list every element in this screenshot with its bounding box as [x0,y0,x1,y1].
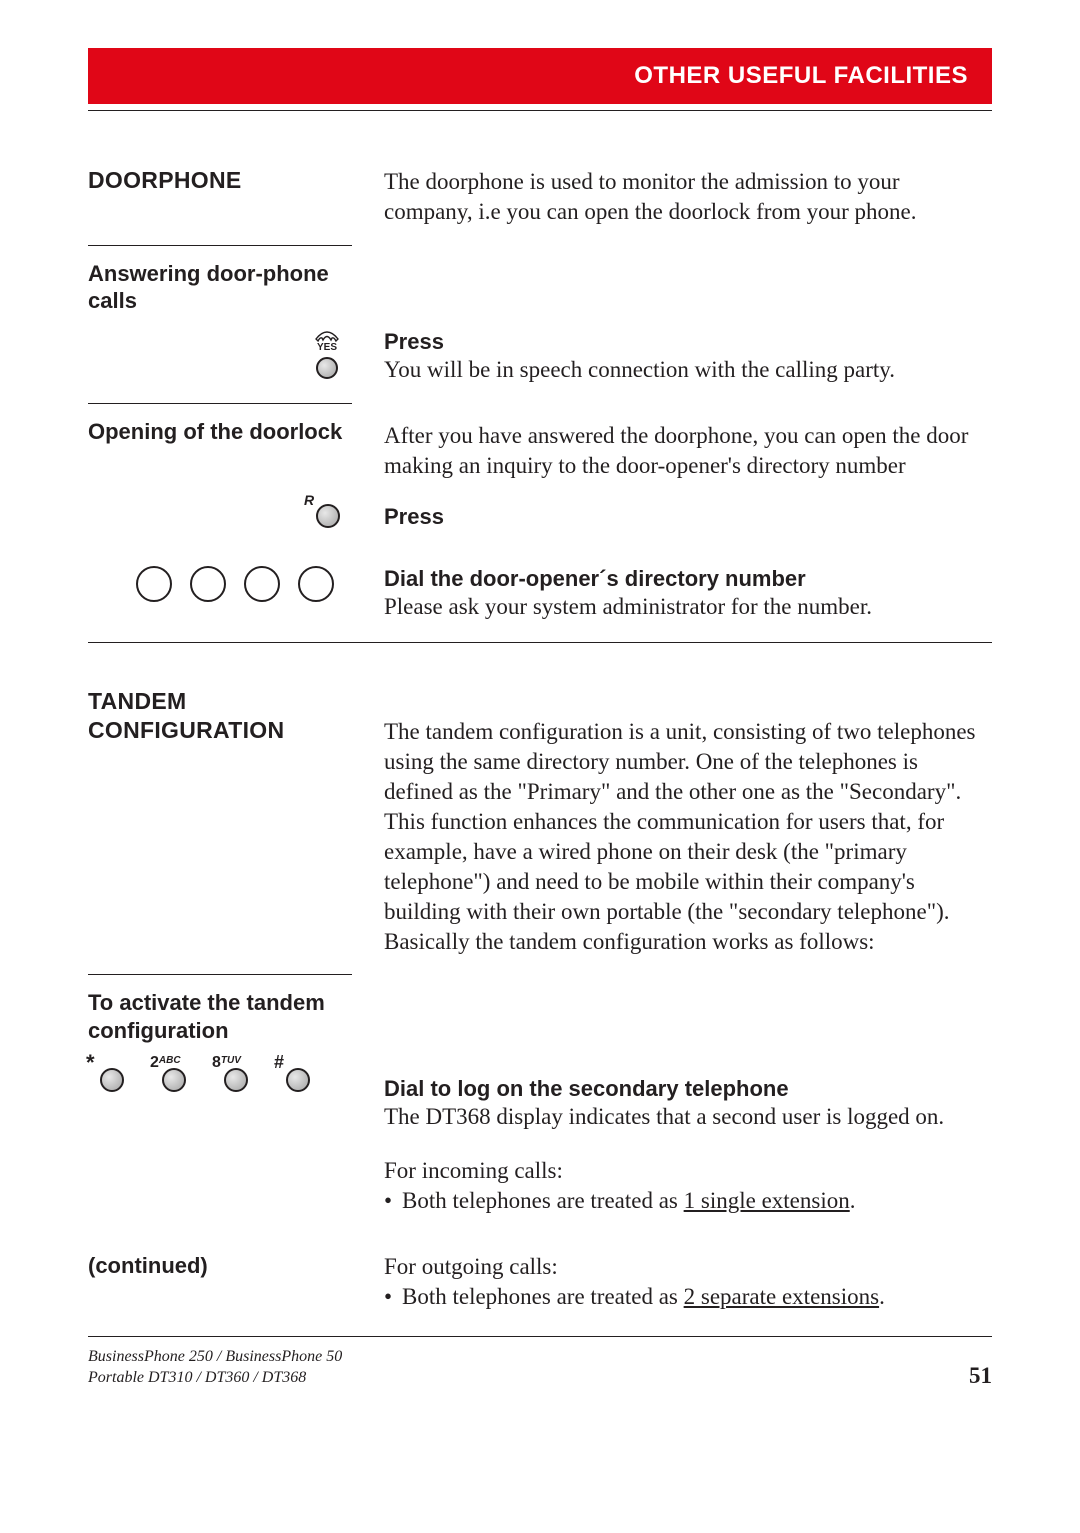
press-label-1: Press [384,329,992,355]
footer-left: BusinessPhone 250 / BusinessPhone 50 Por… [88,1347,342,1389]
press-label-2: Press [384,504,992,530]
key-button-icon [286,1068,310,1092]
answering-subhead: Answering door-phone calls [88,260,352,315]
footer: BusinessPhone 250 / BusinessPhone 50 Por… [88,1336,992,1389]
key-button-icon [162,1068,186,1092]
r-key: R [316,504,340,528]
dial-logon-title: Dial to log on the secondary telephone [384,1076,992,1102]
dial-dooropener-text: Please ask your system administrator for… [384,592,992,622]
footer-line-1: BusinessPhone 250 / BusinessPhone 50 [88,1347,342,1368]
incoming-label: For incoming calls: [384,1156,992,1186]
opening-text: After you have answered the doorphone, y… [384,421,992,481]
dial-dooropener-title: Dial the door-opener´s directory number [384,566,992,592]
answering-row: Answering door-phone calls YES [88,227,992,385]
empty-key-icon [136,566,172,602]
tandem-title: TANDEM CONFIGURATION [88,687,352,745]
r-label: R [304,492,314,508]
opening-row: Opening of the doorlock After you have a… [88,385,992,481]
outgoing-bullet: • Both telephones are treated as 2 separ… [384,1282,992,1312]
yes-label: YES [317,343,337,353]
page-number: 51 [969,1363,992,1389]
hash-key: # [286,1068,310,1092]
press-text-1: You will be in speech connection with th… [384,355,992,385]
empty-key-icon [298,566,334,602]
empty-keys-area [88,566,352,602]
doorphone-row: DOORPHONE The doorphone is used to monit… [88,167,992,227]
divider [88,403,352,404]
doorphone-title: DOORPHONE [88,167,352,194]
activate-row: To activate the tandem configuration * 2… [88,956,992,1216]
header-bar: OTHER USEFUL FACILITIES [88,48,992,104]
handset-icon [314,329,340,343]
star-label: * [86,1050,95,1076]
empty-key-icon [190,566,226,602]
footer-line-2: Portable DT310 / DT360 / DT368 [88,1368,342,1389]
star-key: * [100,1068,124,1092]
divider [88,974,352,975]
key-2: 2ABC [162,1068,186,1092]
empty-key-icon [244,566,280,602]
content-area: DOORPHONE The doorphone is used to monit… [88,111,992,1389]
incoming-bullet: • Both telephones are treated as 1 singl… [384,1186,992,1216]
continued-label: (continued) [88,1252,208,1280]
divider [88,245,352,246]
key-button-icon [100,1068,124,1092]
page: OTHER USEFUL FACILITIES DOORPHONE The do… [0,0,1080,1429]
tandem-intro: The tandem configuration is a unit, cons… [384,717,992,956]
yes-button-icon [316,357,338,379]
r-key-row: R Press [88,504,992,530]
outgoing-label: For outgoing calls: [384,1252,992,1282]
dial-logon-text: The DT368 display indicates that a secon… [384,1102,992,1132]
yes-key-area: YES [88,329,352,379]
header-title: OTHER USEFUL FACILITIES [634,62,968,89]
opening-subhead: Opening of the doorlock [88,418,352,446]
dial-keys-area: * 2ABC 8TUV # [88,1068,352,1092]
tandem-row: TANDEM CONFIGURATION The tandem configur… [88,687,992,956]
dial-row: Dial the door-opener´s directory number … [88,566,992,622]
doorphone-intro: The doorphone is used to monitor the adm… [384,167,992,227]
yes-key: YES [314,329,340,379]
hash-label: # [274,1052,284,1073]
r-key-area: R [88,504,352,528]
r-button-icon [316,504,340,528]
activate-subhead: To activate the tandem configuration [88,989,352,1044]
outgoing-row: (continued) For outgoing calls: • Both t… [88,1252,992,1312]
section-divider [88,642,992,643]
key-8: 8TUV [224,1068,248,1092]
key-button-icon [224,1068,248,1092]
